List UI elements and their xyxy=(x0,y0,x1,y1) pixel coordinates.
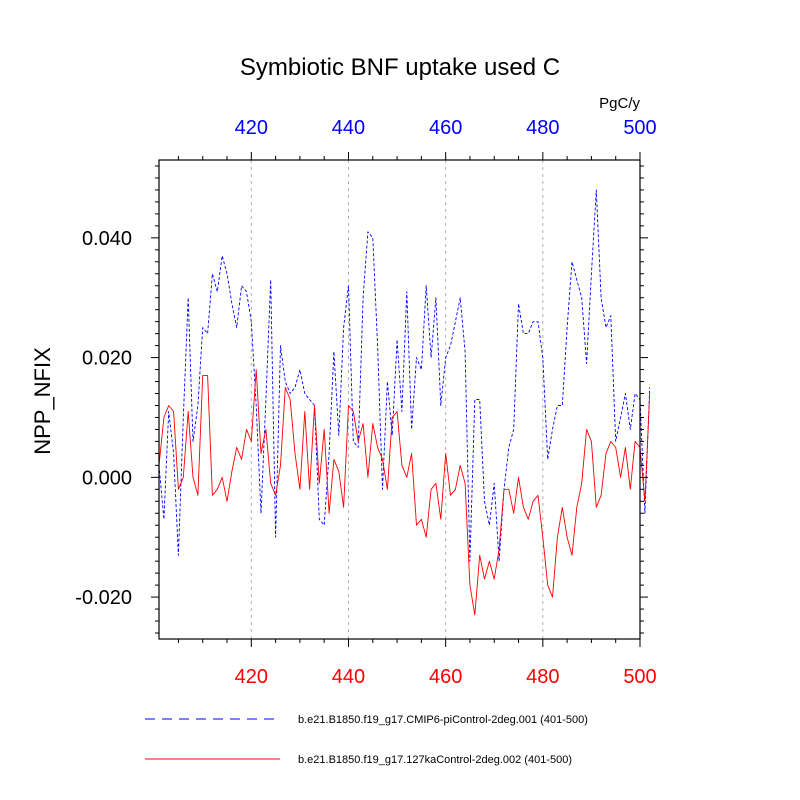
y-tick-label: 0.020 xyxy=(82,348,132,370)
tick-labels: 420 420 440 440 460 460 480 480 500 500 0.040 0.020… xyxy=(75,117,656,688)
legend-label-1: b.e21.B1850.f19_g17.CMIP6-piControl-2deg… xyxy=(298,714,588,726)
legend-label-2: b.e21.B1850.f19_g17.127kaControl-2deg.00… xyxy=(298,754,572,766)
x-tick-label-bottom: 480 xyxy=(526,666,559,688)
x-tick-label-bottom: 420 xyxy=(235,666,268,688)
units-label: PgC/y xyxy=(599,95,640,112)
plot-frame xyxy=(158,159,641,640)
y-axis-label: NPP_NFIX xyxy=(30,347,55,455)
x-tick-label-bottom: 440 xyxy=(332,666,365,688)
series-line-2 xyxy=(158,369,651,616)
gridlines xyxy=(250,160,544,639)
x-tick-label-top: 440 xyxy=(332,117,365,139)
y-tick-label: -0.020 xyxy=(75,587,132,609)
x-tick-label-bottom: 460 xyxy=(429,666,462,688)
y-tick-label: 0.000 xyxy=(82,467,132,489)
x-tick-label-top: 420 xyxy=(235,117,268,139)
series-group xyxy=(158,189,651,616)
x-tick-label-top: 460 xyxy=(429,117,462,139)
legend: b.e21.B1850.f19_g17.CMIP6-piControl-2deg… xyxy=(145,714,588,766)
axis-ticks xyxy=(151,152,648,647)
series-line-1 xyxy=(158,189,651,562)
y-tick-label: 0.040 xyxy=(82,228,132,250)
x-tick-label-bottom: 500 xyxy=(623,666,656,688)
x-tick-label-top: 500 xyxy=(623,117,656,139)
chart-title: Symbiotic BNF uptake used C xyxy=(240,54,560,81)
x-tick-label-top: 480 xyxy=(526,117,559,139)
